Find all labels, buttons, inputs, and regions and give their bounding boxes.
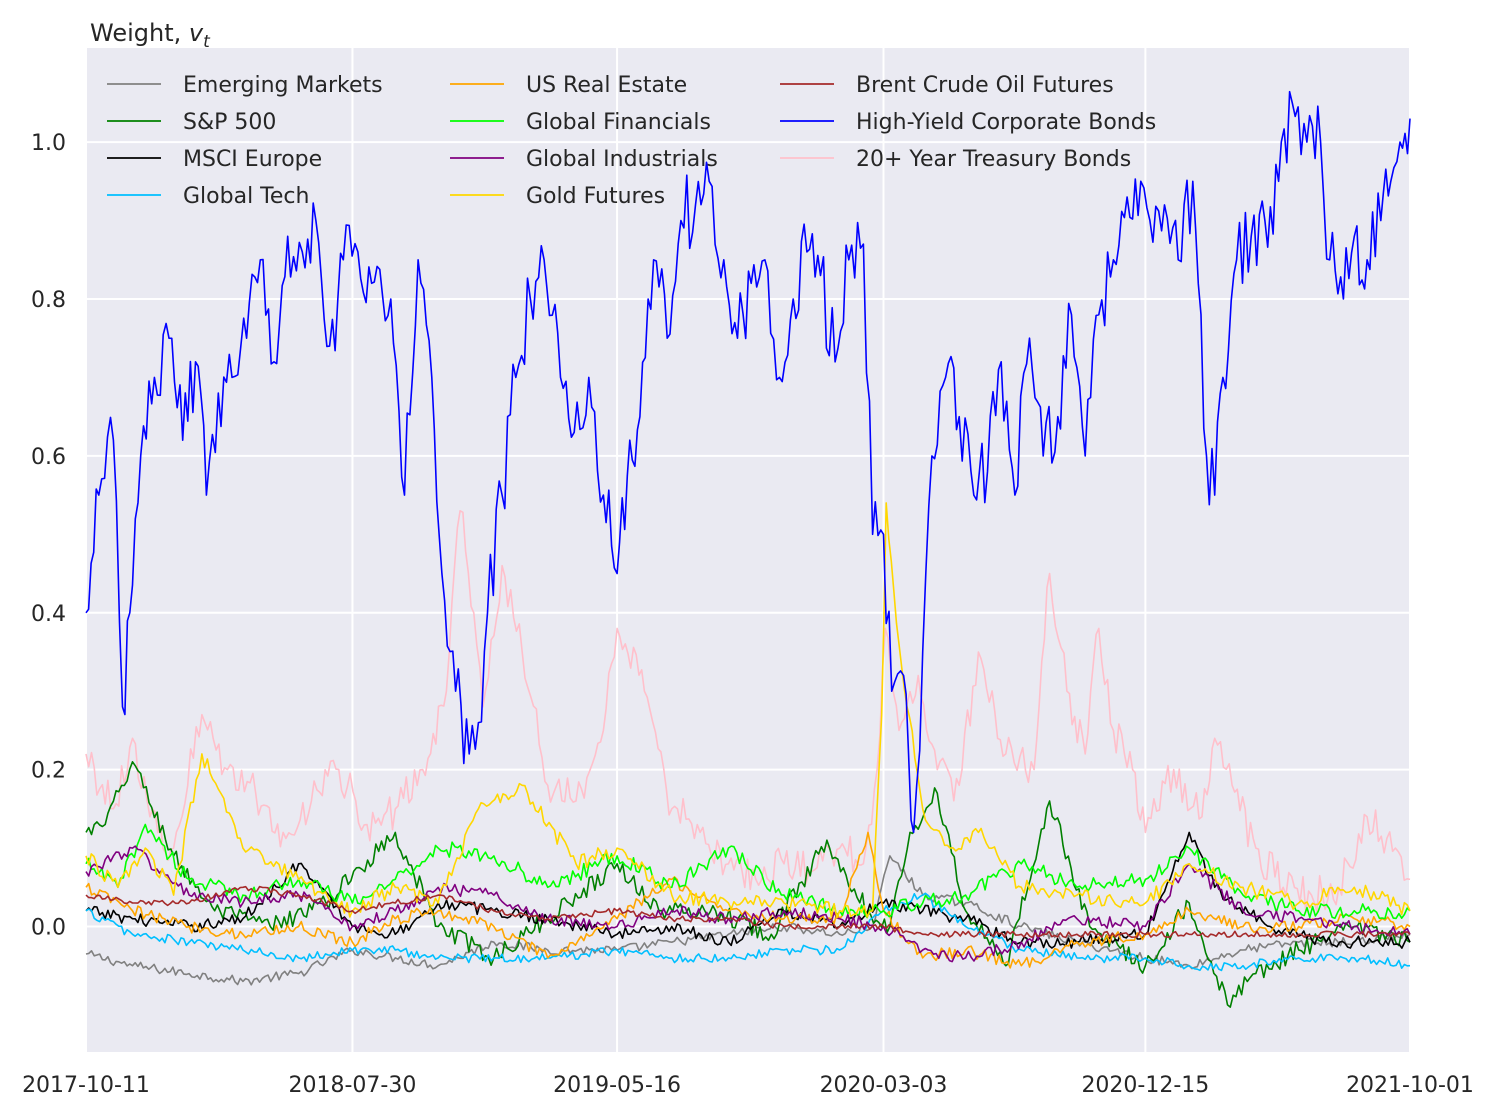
series-lines [85,90,1411,1008]
y-gridlines [86,141,1410,928]
legend-label: Brent Crude Oil Futures [856,73,1114,98]
series-line-global-financials [85,823,1411,920]
legend: Emerging Markets S&P 500 MSCI Europe Global… [107,73,1156,209]
y-tick-label: 0.2 [31,759,66,784]
y-tick-label: 1.0 [31,131,66,156]
y-tick-label: 0.4 [31,602,66,627]
legend-label: Emerging Markets [183,73,383,98]
y-tick-labels: 0.0 0.2 0.4 0.6 0.8 1.0 [31,131,66,940]
legend-item: MSCI Europe [107,147,322,172]
legend-item: High-Yield Corporate Bonds [780,110,1156,135]
series-line-global-tech [85,892,1411,972]
legend-item: Global Industrials [450,147,718,172]
chart-title-symbol: v [189,19,204,47]
legend-item: 20+ Year Treasury Bonds [780,147,1131,172]
x-tick-label: 2020-03-03 [820,1073,948,1098]
legend-label: 20+ Year Treasury Bonds [856,147,1131,172]
legend-label: US Real Estate [526,73,687,98]
chart-title-subscript: t [203,32,211,52]
legend-item: Global Financials [450,110,711,135]
x-tick-label: 2019-05-16 [553,1073,681,1098]
x-tick-label: 2018-07-30 [289,1073,417,1098]
legend-label: Gold Futures [526,184,665,209]
chart-title-text: Weight, [90,19,189,47]
x-tick-label: 2021-10-01 [1346,1073,1474,1098]
series-line-gold-futures [85,502,1411,919]
legend-label: High-Yield Corporate Bonds [856,110,1156,135]
legend-item: Brent Crude Oil Futures [780,73,1114,98]
y-tick-label: 0.8 [31,288,66,313]
legend-label: S&P 500 [183,110,276,135]
series-line-high-yield-corporate-bonds [85,90,1411,834]
legend-label: Global Industrials [526,147,718,172]
legend-label: Global Financials [526,110,711,135]
series-line-brent-crude-oil-futures [85,885,1411,939]
series-line-global-industrials [85,845,1411,963]
legend-item: Gold Futures [450,184,665,209]
legend-label: Global Tech [183,184,309,209]
legend-item: Global Tech [107,184,309,209]
x-tick-label: 2017-10-11 [22,1073,150,1098]
series-line-20-year-treasury-bonds [85,509,1411,914]
legend-label: MSCI Europe [183,147,322,172]
legend-item: Emerging Markets [107,73,383,98]
y-tick-label: 0.0 [31,916,66,941]
y-tick-label: 0.6 [31,445,66,470]
legend-item: US Real Estate [450,73,687,98]
chart-title: Weight, vt [90,19,211,52]
series-line-msci-europe [85,831,1411,950]
x-tick-labels: 2017-10-11 2018-07-30 2019-05-16 2020-03-03… [22,1073,1474,1098]
legend-item: S&P 500 [107,110,276,135]
x-tick-label: 2020-12-15 [1081,1073,1209,1098]
series-line-emerging-markets [85,855,1411,986]
